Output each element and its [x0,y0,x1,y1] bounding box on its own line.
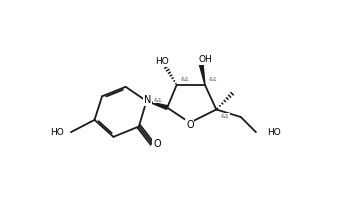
Polygon shape [199,64,205,85]
Text: &1: &1 [153,98,162,103]
Text: &1: &1 [209,77,218,82]
Text: O: O [186,120,194,130]
Text: HO: HO [267,128,281,137]
Text: O: O [153,139,161,149]
Text: &1: &1 [181,77,190,82]
Text: N: N [144,95,151,105]
Text: HO: HO [50,128,64,137]
Polygon shape [146,101,168,109]
Text: OH: OH [198,55,212,64]
Text: &1: &1 [220,114,229,119]
Text: HO: HO [155,57,168,66]
